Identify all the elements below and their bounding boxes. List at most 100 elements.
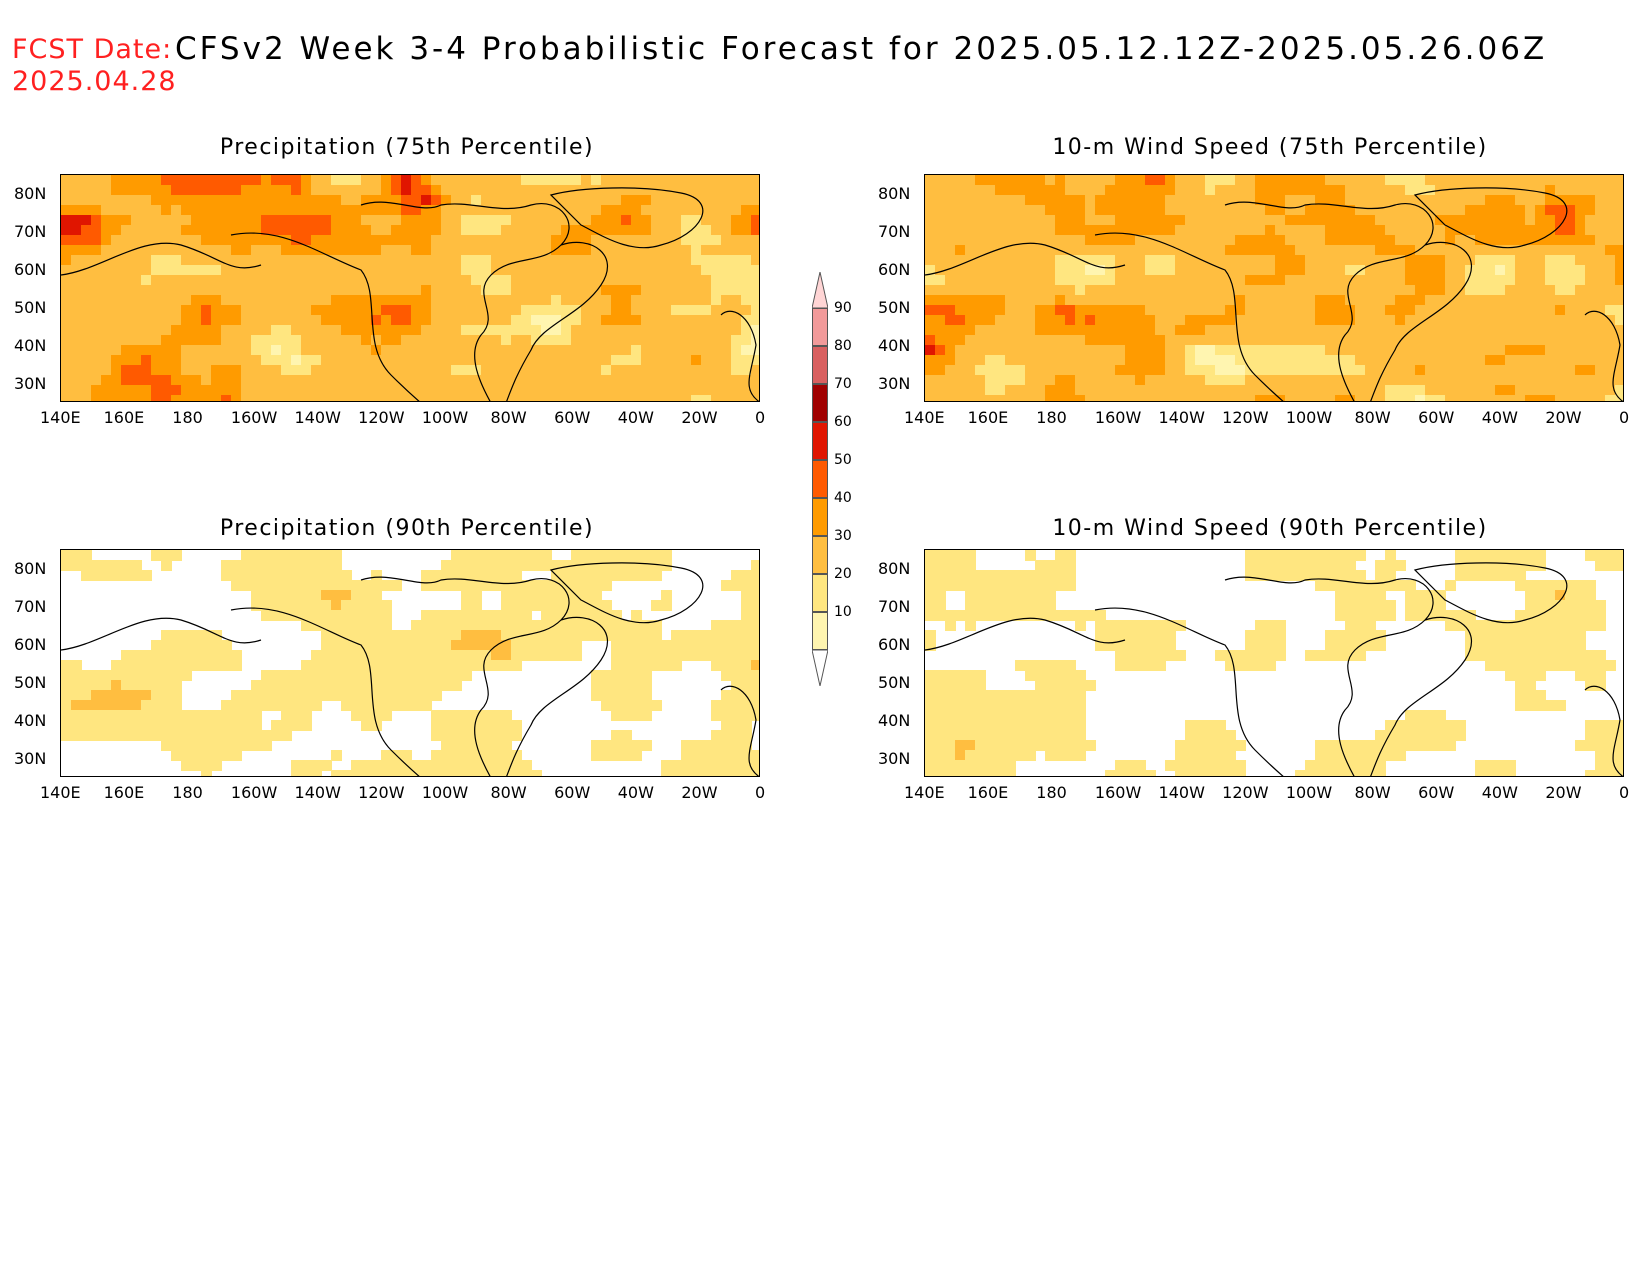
colorbar-swatch — [812, 536, 828, 574]
lon-tick-label: 80W — [1354, 783, 1391, 802]
lat-tick-label: 80N — [878, 559, 911, 578]
lon-tick-label: 100W — [1285, 408, 1333, 427]
lon-tick-label: 180 — [172, 783, 203, 802]
lon-tick-label: 0 — [1619, 408, 1630, 427]
lat-tick-label: 60N — [14, 635, 47, 654]
lat-tick-label: 70N — [878, 597, 911, 616]
lon-tick-label: 40W — [617, 783, 654, 802]
coastline — [61, 187, 759, 401]
lon-tick-label: 100W — [1285, 783, 1333, 802]
lat-tick-label: 70N — [878, 222, 911, 241]
lon-tick-label: 160W — [230, 783, 278, 802]
lon-tick-label: 20W — [1545, 783, 1582, 802]
lat-tick-label: 80N — [14, 184, 47, 203]
lon-tick-label: 60W — [1418, 783, 1455, 802]
map-precip-75 — [60, 174, 760, 402]
lon-tick-label: 140E — [40, 408, 81, 427]
colorbar-swatch — [812, 308, 828, 346]
probability-field — [61, 175, 759, 401]
colorbar-swatch — [812, 574, 828, 612]
lon-tick-label: 20W — [1545, 408, 1582, 427]
lat-tick-label: 30N — [14, 749, 47, 768]
probability-field — [925, 550, 1623, 776]
map-wind-90 — [924, 549, 1624, 777]
lat-tick-label: 80N — [878, 184, 911, 203]
coastline — [925, 187, 1623, 401]
lon-tick-label: 80W — [490, 408, 527, 427]
lat-tick-label: 80N — [14, 559, 47, 578]
colorbar-label: 40 — [834, 490, 852, 506]
lon-tick-label: 160W — [230, 408, 278, 427]
lon-tick-label: 60W — [1418, 408, 1455, 427]
lat-tick-label: 40N — [14, 336, 47, 355]
lat-tick-label: 50N — [878, 673, 911, 692]
forecast-date-label: FCST Date: — [12, 34, 173, 65]
lon-tick-label: 140W — [1158, 783, 1205, 802]
lon-tick-label: 160E — [967, 408, 1009, 427]
lat-tick-label: 30N — [14, 374, 47, 393]
panel-title-precip-90: Precipitation (90th Percentile) — [219, 516, 595, 541]
lat-tick-label: 60N — [14, 260, 47, 279]
lat-tick-label: 50N — [14, 673, 47, 692]
lon-tick-label: 40W — [1481, 783, 1518, 802]
lon-tick-label: 160W — [1094, 408, 1142, 427]
lat-tick-label: 30N — [878, 749, 911, 768]
lon-tick-label: 60W — [554, 408, 591, 427]
lon-tick-label: 140W — [1158, 408, 1205, 427]
lon-tick-label: 0 — [1619, 783, 1630, 802]
lon-tick-label: 20W — [681, 408, 718, 427]
lon-tick-label: 140W — [294, 408, 341, 427]
lon-tick-label: 180 — [172, 408, 203, 427]
lat-tick-label: 60N — [878, 635, 911, 654]
lat-tick-label: 50N — [14, 298, 47, 317]
colorbar-swatch — [812, 346, 828, 384]
colorbar-label: 10 — [834, 604, 852, 620]
colorbar-swatch — [812, 422, 828, 460]
map-wind-75 — [924, 174, 1624, 402]
lon-tick-label: 80W — [490, 783, 527, 802]
lon-tick-label: 0 — [755, 783, 766, 802]
lat-tick-label: 70N — [14, 222, 47, 241]
lon-tick-label: 160E — [103, 783, 145, 802]
colorbar-label: 20 — [834, 566, 852, 582]
lon-tick-label: 40W — [617, 408, 654, 427]
lon-tick-label: 0 — [755, 408, 766, 427]
lat-tick-label: 40N — [878, 336, 911, 355]
coastline — [925, 562, 1623, 776]
colorbar-swatch — [812, 460, 828, 498]
lon-tick-label: 140E — [904, 408, 945, 427]
lat-tick-label: 50N — [878, 298, 911, 317]
lon-tick-label: 140E — [904, 783, 945, 802]
colorbar-bottom-arrow — [812, 650, 828, 686]
colorbar-label: 90 — [834, 300, 852, 316]
main-title: CFSv2 Week 3-4 Probabilistic Forecast fo… — [175, 31, 1548, 67]
lon-tick-label: 80W — [1354, 408, 1391, 427]
colorbar-swatch — [812, 612, 828, 650]
colorbar-swatch — [812, 498, 828, 536]
lon-tick-label: 160E — [967, 783, 1009, 802]
lon-tick-label: 160E — [103, 408, 145, 427]
forecast-date-value: 2025.04.28 — [12, 66, 177, 97]
lat-tick-label: 30N — [878, 374, 911, 393]
lon-tick-label: 100W — [421, 408, 469, 427]
lat-tick-label: 40N — [14, 711, 47, 730]
lat-tick-label: 40N — [878, 711, 911, 730]
colorbar-label: 70 — [834, 376, 852, 392]
lon-tick-label: 140W — [294, 783, 341, 802]
lon-tick-label: 120W — [358, 783, 405, 802]
colorbar-label: 30 — [834, 528, 852, 544]
lon-tick-label: 120W — [358, 408, 405, 427]
colorbar-top-arrow — [812, 272, 828, 308]
lon-tick-label: 120W — [1222, 408, 1269, 427]
map-precip-90 — [60, 549, 760, 777]
lon-tick-label: 60W — [554, 783, 591, 802]
lon-tick-label: 160W — [1094, 783, 1142, 802]
probability-field — [61, 550, 759, 776]
lon-tick-label: 100W — [421, 783, 469, 802]
panel-title-precip-75: Precipitation (75th Percentile) — [219, 135, 595, 160]
lon-tick-label: 120W — [1222, 783, 1269, 802]
lat-tick-label: 60N — [878, 260, 911, 279]
probability-field — [925, 175, 1623, 401]
lon-tick-label: 20W — [681, 783, 718, 802]
lon-tick-label: 180 — [1036, 783, 1067, 802]
